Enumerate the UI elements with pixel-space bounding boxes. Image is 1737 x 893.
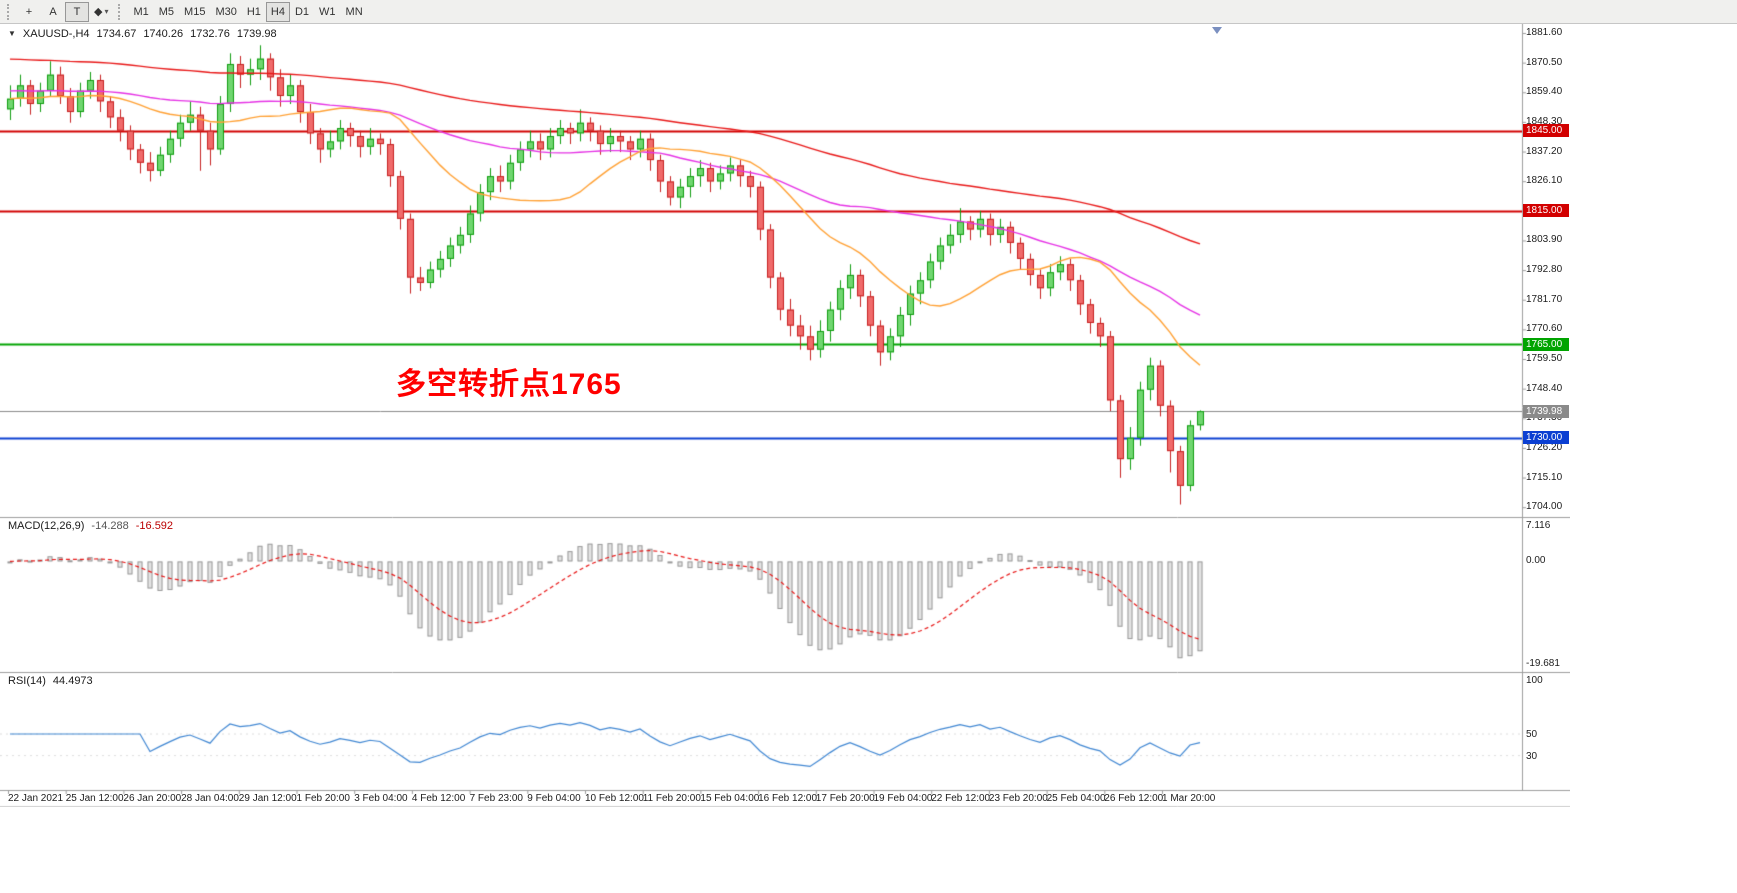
rsi-scale-100: 100 — [1526, 675, 1543, 686]
level-price-tag: 1765.00 — [1523, 337, 1569, 351]
level-price-tag: 1845.00 — [1523, 124, 1569, 138]
rsi-scale-30: 30 — [1526, 750, 1538, 762]
symbol-marker-icon: ▼ — [8, 29, 16, 38]
timeframes-group: M1 M5 M15 M30 H1 H4 D1 W1 MN — [128, 1, 367, 22]
chart-window: ▼ XAUUSD-,H4 1734.67 1740.26 1732.76 173… — [0, 24, 1570, 807]
price-axis-label: 1704.00 — [1526, 501, 1563, 513]
level-price-tag: 1815.00 — [1523, 204, 1569, 218]
crosshair-tool-button[interactable]: + — [25, 5, 33, 18]
time-axis-label: 1 Feb 20:00 — [296, 793, 350, 804]
time-axis-label: 17 Feb 20:00 — [815, 793, 875, 804]
level-price-tag: 1730.00 — [1523, 431, 1569, 445]
macd-title: MACD(12,26,9) — [8, 520, 85, 532]
price-axis-label: 1759.50 — [1526, 353, 1563, 364]
macd-indicator-label: MACD(12,26,9) -14.288 -16.592 — [8, 520, 173, 532]
bar-low-value: 1732.76 — [190, 28, 230, 40]
timeframe-h1-button[interactable]: H1 — [246, 5, 261, 18]
chart-info-line: ▼ XAUUSD-,H4 1734.67 1740.26 1732.76 173… — [8, 28, 277, 40]
symbol-timeframe-label: XAUUSD-,H4 — [22, 28, 90, 40]
time-axis-label: 29 Jan 12:00 — [238, 793, 297, 804]
price-axis-label: 1881.60 — [1526, 27, 1563, 38]
price-axis-label: 1715.10 — [1526, 471, 1563, 483]
price-axis-label: 1748.40 — [1526, 382, 1563, 394]
time-axis-label: 11 Feb 20:00 — [642, 793, 701, 804]
time-axis-label: 25 Feb 04:00 — [1046, 793, 1106, 804]
time-axis-label: 7 Feb 23:00 — [469, 793, 523, 804]
rsi-title: RSI(14) — [8, 675, 46, 687]
timeframe-d1-button[interactable]: D1 — [294, 5, 310, 18]
time-axis-label: 25 Jan 12:00 — [65, 793, 124, 804]
timeframe-mn-button[interactable]: MN — [345, 5, 363, 18]
timeframe-h4-button[interactable]: H4 — [265, 1, 290, 22]
text-box-tool-button[interactable]: T — [65, 1, 89, 22]
text-label-tool-button[interactable]: A — [49, 5, 57, 18]
time-axis-label: 26 Jan 20:00 — [123, 793, 182, 804]
time-axis-label: 22 Feb 12:00 — [931, 793, 991, 804]
rsi-scale-50: 50 — [1526, 729, 1538, 740]
price-axis-label: 1792.80 — [1526, 264, 1563, 276]
dropdown-arrow-icon: ▾ — [104, 7, 109, 16]
bar-close-value: 1739.98 — [236, 28, 277, 40]
time-axis-label: 3 Feb 04:00 — [354, 793, 408, 804]
chart-shift-marker[interactable] — [1212, 27, 1222, 34]
chart-canvas[interactable] — [0, 24, 1570, 807]
toolbar-gripper[interactable] — [7, 3, 12, 20]
macd-scale-max: 7.116 — [1526, 520, 1551, 531]
time-axis-label: 22 Jan 2021 — [8, 793, 64, 804]
macd-scale-min: -19.681 — [1526, 658, 1560, 669]
timeframe-m15-button[interactable]: M15 — [184, 5, 206, 18]
price-axis-label: 1837.20 — [1526, 145, 1563, 157]
toolbar: + A T ◆ ▾ M1 M5 M15 M30 H1 H4 D1 W1 MN — [0, 0, 1737, 24]
time-axis-label: 15 Feb 04:00 — [700, 793, 760, 804]
time-axis-label: 19 Feb 04:00 — [873, 793, 933, 804]
price-axis-label: 1737.30 — [1526, 412, 1563, 424]
timeframe-w1-button[interactable]: W1 — [319, 5, 336, 18]
time-axis-label: 9 Feb 04:00 — [527, 793, 581, 804]
price-axis-label: 1859.40 — [1526, 86, 1563, 98]
macd-signal-value: -16.592 — [135, 520, 174, 532]
timeframe-m1-button[interactable]: M1 — [133, 5, 149, 18]
price-axis-label: 1870.50 — [1526, 56, 1563, 68]
price-axis-label: 1770.60 — [1526, 323, 1563, 335]
price-axis-label: 1726.20 — [1526, 441, 1563, 453]
shapes-tool-button[interactable]: ◆ ▾ — [94, 6, 109, 18]
price-axis-label: 1781.70 — [1526, 293, 1563, 305]
timeframe-m5-button[interactable]: M5 — [158, 5, 175, 18]
rsi-value: 44.4973 — [52, 675, 93, 687]
timeframe-toolbar-gripper[interactable] — [118, 3, 123, 20]
drawing-tools-group: + A T ◆ ▾ — [17, 1, 113, 22]
time-axis-label: 1 Mar 20:00 — [1162, 793, 1216, 804]
macd-main-value: -14.288 — [91, 520, 129, 532]
timeframe-m30-button[interactable]: M30 — [215, 5, 237, 18]
price-axis-label: 1803.90 — [1526, 234, 1563, 246]
time-axis-label: 28 Jan 04:00 — [181, 793, 239, 804]
price-axis-label: 1848.30 — [1526, 115, 1563, 127]
time-axis-label: 23 Feb 20:00 — [988, 793, 1048, 804]
macd-scale-zero: 0.00 — [1526, 555, 1546, 567]
time-axis-label: 10 Feb 12:00 — [585, 793, 644, 804]
bid-price-price-tag: 1739.98 — [1523, 404, 1569, 418]
time-axis-label: 26 Feb 12:00 — [1104, 793, 1164, 804]
chart-annotation[interactable]: 多空转折点1765 — [396, 368, 622, 401]
rsi-indicator-label: RSI(14) 44.4973 — [8, 675, 93, 687]
bar-high-value: 1740.26 — [143, 28, 184, 40]
time-axis-label: 4 Feb 12:00 — [411, 793, 466, 804]
bar-open-value: 1734.67 — [96, 28, 137, 40]
price-axis-label: 1826.10 — [1526, 175, 1563, 187]
time-axis-label: 16 Feb 12:00 — [758, 793, 818, 804]
